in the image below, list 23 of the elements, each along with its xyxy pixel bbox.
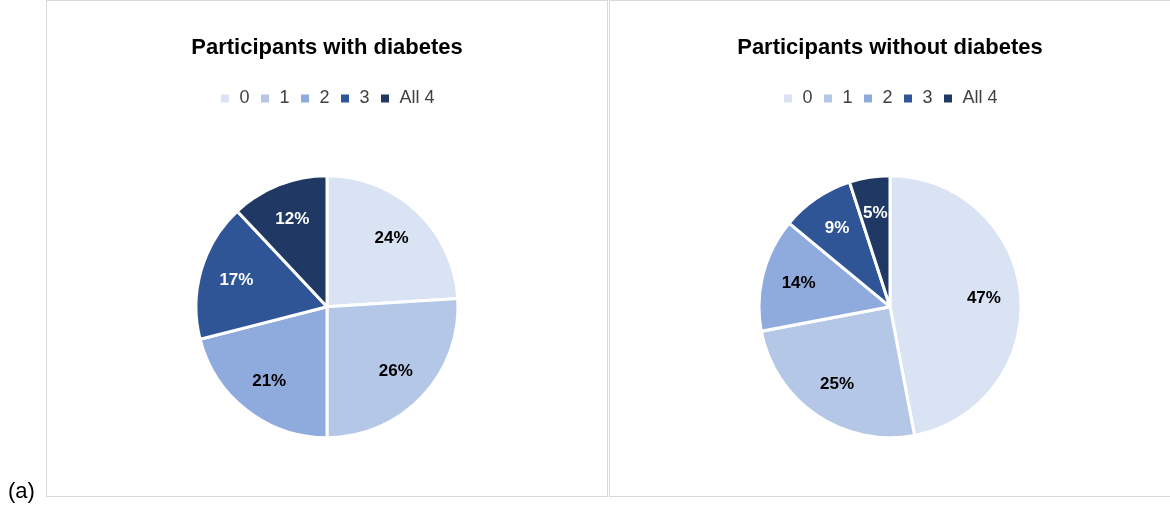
legend-label: 0	[802, 87, 813, 108]
legend-label: 2	[319, 87, 330, 108]
legend-label: 1	[842, 87, 853, 108]
data-label: 14%	[781, 272, 816, 292]
text: (a)	[8, 478, 35, 504]
legend-label: 3	[359, 87, 370, 108]
data-label: 25%	[819, 374, 854, 394]
data-label: 17%	[219, 270, 254, 290]
data-label: 5%	[862, 203, 888, 223]
legend-label: 0	[239, 87, 250, 108]
data-label: 9%	[824, 218, 850, 238]
chart-title: Participants without diabetes	[737, 34, 1043, 60]
chart-title: Participants with diabetes	[191, 34, 463, 60]
data-label: 21%	[252, 370, 287, 390]
legend-label: All 4	[399, 87, 435, 108]
legend-label: All 4	[962, 87, 998, 108]
legend-label: 2	[882, 87, 893, 108]
data-label: 26%	[378, 360, 413, 380]
legend-label: 1	[279, 87, 290, 108]
data-label: 12%	[275, 208, 310, 228]
data-label: 24%	[374, 227, 409, 247]
data-label: 47%	[966, 287, 1001, 307]
legend-label: 3	[922, 87, 933, 108]
